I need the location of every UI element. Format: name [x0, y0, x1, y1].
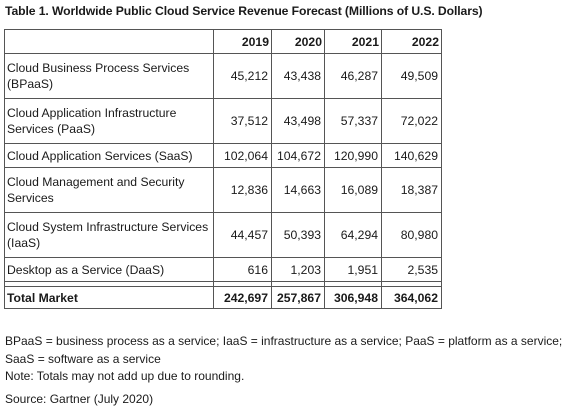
cell-value: 616	[213, 257, 272, 282]
cell-value: 16,089	[324, 167, 382, 213]
cell-value: 140,629	[381, 143, 442, 168]
row-label: Cloud Application Services (SaaS)	[4, 143, 214, 168]
cell-value: 50,393	[271, 212, 325, 258]
table-row: Desktop as a Service (DaaS) 616 1,203 1,…	[4, 257, 442, 282]
column-header-2021: 2021	[324, 29, 382, 54]
cell-value: 1,951	[324, 257, 382, 282]
total-value: 257,867	[271, 286, 325, 309]
cell-value: 72,022	[381, 98, 442, 144]
total-value: 306,948	[324, 286, 382, 309]
row-label: Desktop as a Service (DaaS)	[4, 257, 214, 282]
rounding-note: Note: Totals may not add up due to round…	[5, 369, 245, 383]
cell-value: 120,990	[324, 143, 382, 168]
cell-value: 1,203	[271, 257, 325, 282]
table-row: Cloud System Infrastructure Services (Ia…	[4, 212, 442, 258]
column-header-2022: 2022	[381, 29, 442, 54]
table-row: Cloud Business Process Services (BPaaS) …	[4, 53, 442, 99]
cell-value: 102,064	[213, 143, 272, 168]
row-label: Cloud System Infrastructure Services (Ia…	[4, 212, 214, 258]
table-row: Cloud Management and Security Services 1…	[4, 167, 442, 213]
row-label: Cloud Application Infrastructure Service…	[4, 98, 214, 144]
total-value: 364,062	[381, 286, 442, 309]
cell-value: 43,438	[271, 53, 325, 99]
cell-value: 49,509	[381, 53, 442, 99]
forecast-table: 2019 2020 2021 2022 Cloud Business Proce…	[4, 29, 442, 309]
cell-value: 45,212	[213, 53, 272, 99]
table-notes: BPaaS = business process as a service; I…	[5, 333, 570, 386]
total-row: Total Market 242,697 257,867 306,948 364…	[4, 286, 442, 309]
source-note: Source: Gartner (July 2020)	[5, 392, 154, 406]
column-header-2019: 2019	[213, 29, 272, 54]
cell-value: 80,980	[381, 212, 442, 258]
column-header-2020: 2020	[271, 29, 325, 54]
cell-value: 64,294	[324, 212, 382, 258]
cell-value: 12,836	[213, 167, 272, 213]
column-header	[4, 29, 214, 54]
cell-value: 57,337	[324, 98, 382, 144]
row-label: Cloud Business Process Services (BPaaS)	[4, 53, 214, 99]
total-value: 242,697	[213, 286, 272, 309]
table-title: Table 1. Worldwide Public Cloud Service …	[5, 4, 483, 18]
total-label: Total Market	[4, 286, 214, 309]
cell-value: 46,287	[324, 53, 382, 99]
cell-value: 37,512	[213, 98, 272, 144]
cell-value: 104,672	[271, 143, 325, 168]
cell-value: 14,663	[271, 167, 325, 213]
abbreviations-note: BPaaS = business process as a service; I…	[5, 334, 563, 366]
table-row: Cloud Application Services (SaaS) 102,06…	[4, 143, 442, 168]
table-row: Cloud Application Infrastructure Service…	[4, 98, 442, 144]
cell-value: 43,498	[271, 98, 325, 144]
cell-value: 44,457	[213, 212, 272, 258]
table-header-row: 2019 2020 2021 2022	[4, 29, 442, 54]
cell-value: 2,535	[381, 257, 442, 282]
cell-value: 18,387	[381, 167, 442, 213]
row-label: Cloud Management and Security Services	[4, 167, 214, 213]
